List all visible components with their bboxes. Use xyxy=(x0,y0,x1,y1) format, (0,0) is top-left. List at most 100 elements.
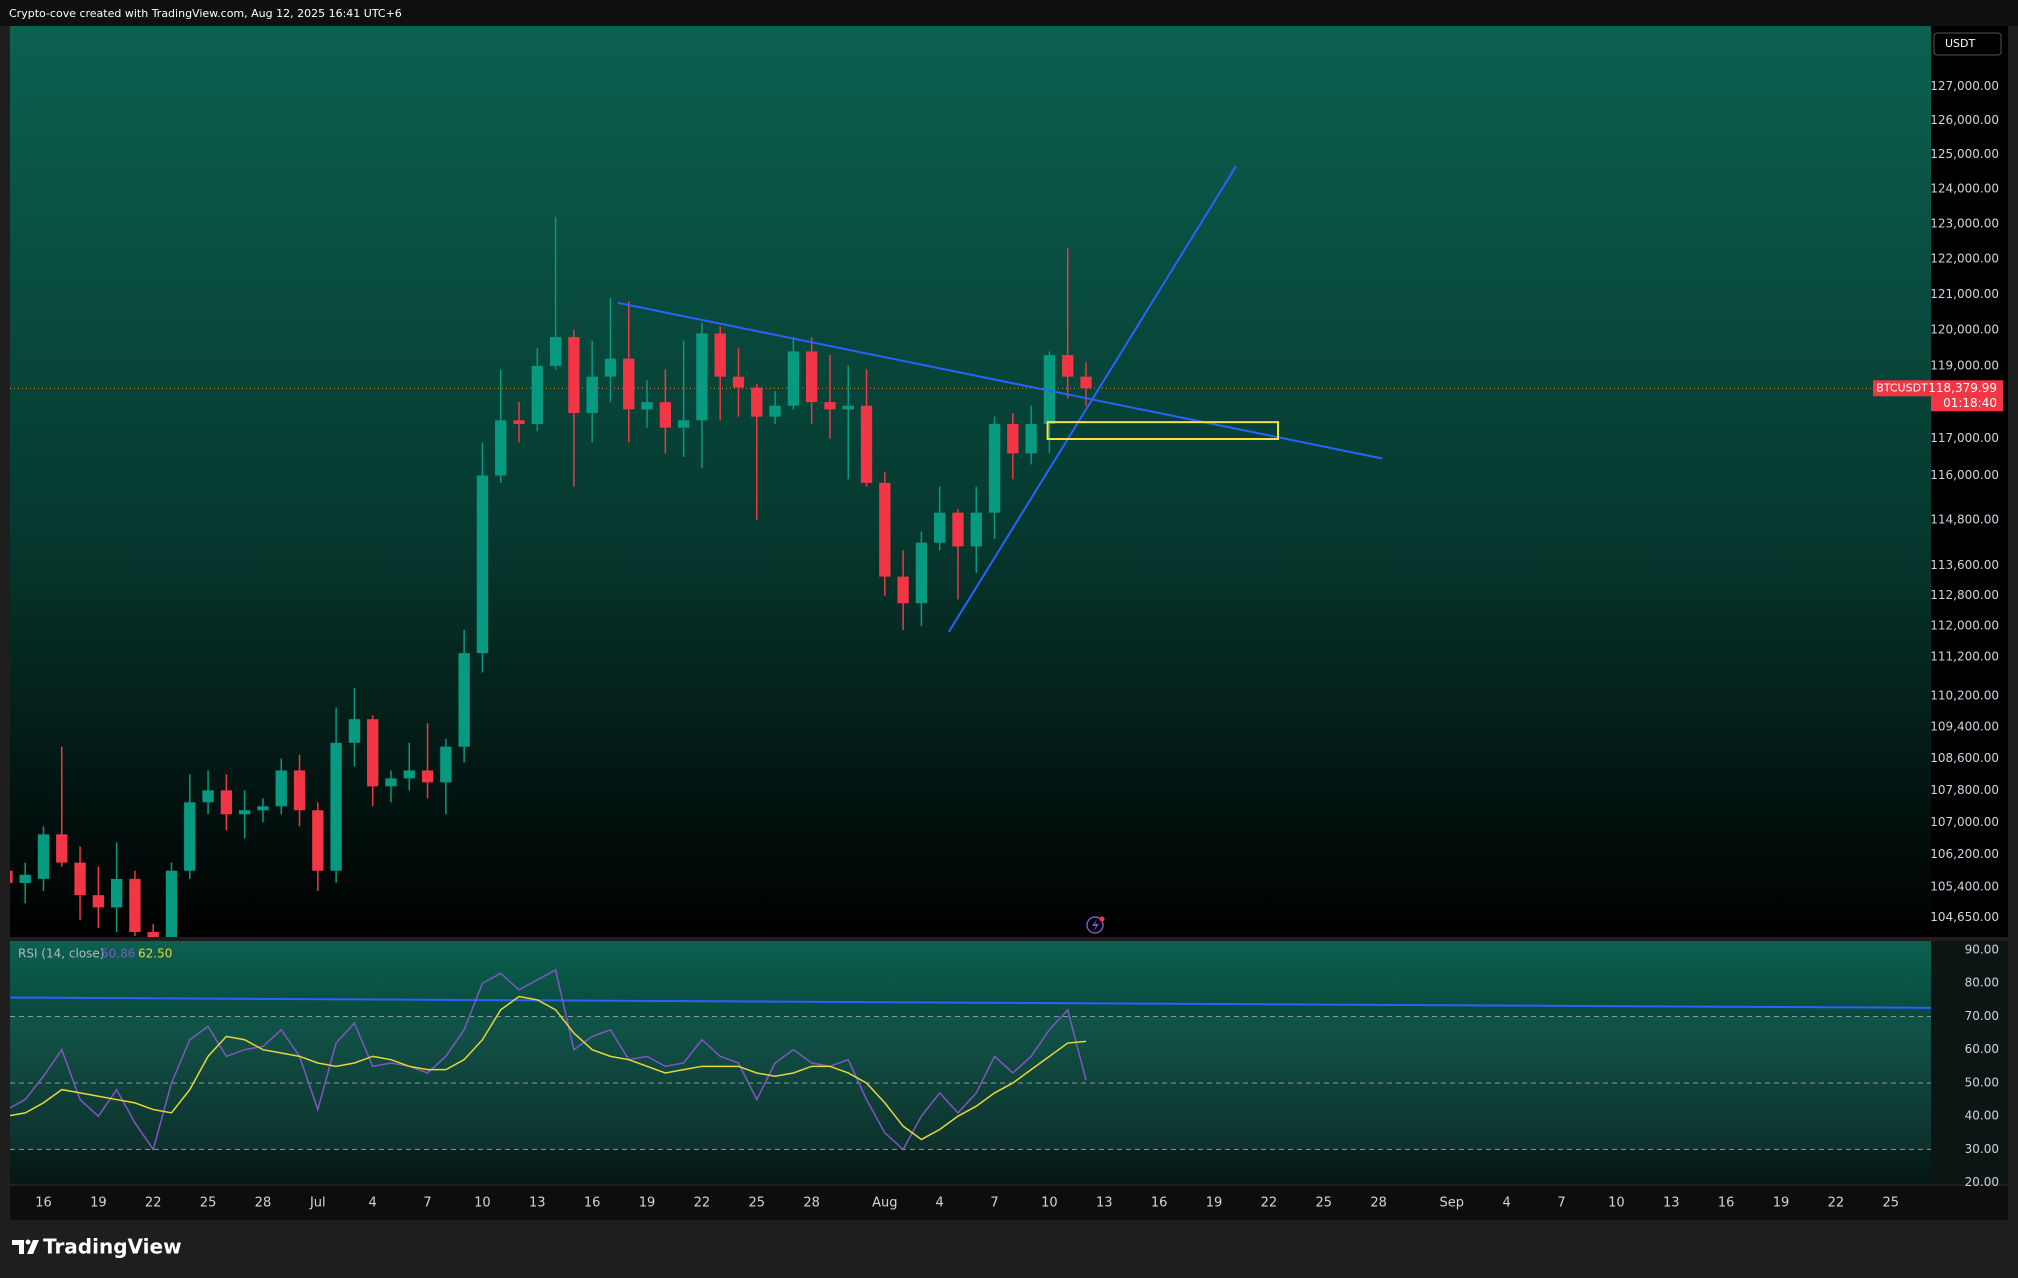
y-tick-label: 107,800.00 xyxy=(1930,783,1999,797)
candle-body xyxy=(110,878,123,908)
candle-body xyxy=(1025,423,1037,454)
candle-body xyxy=(824,402,836,410)
x-tick-label: 10 xyxy=(474,1196,491,1211)
y-tick-label: 124,000.00 xyxy=(1930,182,1999,196)
y-tick-label: 105,400.00 xyxy=(1930,880,1999,894)
candle-body xyxy=(348,719,361,743)
y-tick-label: 40.00 xyxy=(1965,1109,1999,1123)
candle-body xyxy=(623,358,635,410)
candle-body xyxy=(238,810,251,815)
candle-body xyxy=(1007,423,1019,454)
x-tick-label: 13 xyxy=(1096,1196,1113,1211)
x-tick-label: 28 xyxy=(1370,1196,1387,1211)
candle-body xyxy=(129,878,141,933)
price-label: 118,379.99 xyxy=(1928,381,1997,395)
candle-body xyxy=(531,365,543,424)
price-plot xyxy=(10,165,1931,937)
y-tick-label: 107,000.00 xyxy=(1930,815,1999,829)
y-tick-label: 60.00 xyxy=(1965,1042,1999,1056)
candle-body xyxy=(787,351,800,406)
currency-box[interactable] xyxy=(1933,32,2002,56)
trend-line xyxy=(947,165,1237,633)
x-tick-label: 19 xyxy=(1773,1196,1790,1211)
rsi-plot xyxy=(10,968,1931,1152)
trend-line xyxy=(10,996,1931,1009)
brand-logo xyxy=(12,1239,39,1254)
x-tick-label: 22 xyxy=(1261,1196,1278,1211)
candle-body xyxy=(860,405,873,483)
candle-body xyxy=(330,742,342,871)
y-tick-label: 112,800.00 xyxy=(1930,588,1999,602)
y-tick-label: 127,000.00 xyxy=(1930,79,1999,93)
rsi-value: 50.86 xyxy=(101,947,135,961)
y-tick-label: 109,400.00 xyxy=(1930,720,1999,734)
countdown-label: 01:18:40 xyxy=(1943,396,1997,410)
candle-body xyxy=(10,870,13,883)
y-tick-label: 106,200.00 xyxy=(1930,847,1999,861)
price-pane xyxy=(10,26,1931,937)
candle-body xyxy=(421,770,434,783)
symbol-label: BTCUSDT xyxy=(1876,381,1928,394)
candle-body xyxy=(696,333,708,421)
candle-body xyxy=(312,810,324,871)
rsi-line xyxy=(10,995,1087,1141)
x-tick-label: 7 xyxy=(990,1196,998,1211)
rsi-ma-value: 62.50 xyxy=(138,947,172,961)
x-tick-label: 10 xyxy=(1041,1196,1058,1211)
x-tick-label: 22 xyxy=(145,1196,162,1211)
alert-icon[interactable] xyxy=(1086,916,1104,934)
candle-body xyxy=(879,482,891,577)
y-tick-label: 117,000.00 xyxy=(1930,431,1999,445)
x-tick-label: Aug xyxy=(872,1196,897,1211)
y-tick-label: 123,000.00 xyxy=(1930,216,1999,230)
alert-dot xyxy=(1099,916,1105,922)
x-tick-label: 4 xyxy=(936,1196,944,1211)
candle-body xyxy=(568,337,580,414)
header-text: Crypto-cove created with TradingView.com… xyxy=(9,7,402,20)
y-tick-label: 30.00 xyxy=(1965,1142,1999,1156)
candle-body xyxy=(897,576,909,604)
candle-body xyxy=(641,402,653,410)
candle-body xyxy=(769,405,781,417)
candle-body xyxy=(74,862,86,896)
axes: 127,000.00 126,000.00 125,000.00 124,000.00… xyxy=(35,79,2003,1211)
candle-body xyxy=(92,895,105,908)
rsi-axis xyxy=(1931,941,2008,1184)
x-tick-label: 7 xyxy=(423,1196,431,1211)
x-tick-label: 13 xyxy=(529,1196,546,1211)
x-tick-label: Jul xyxy=(309,1196,326,1211)
x-tick-label: 25 xyxy=(1882,1196,1899,1211)
x-tick-label: 4 xyxy=(1503,1196,1511,1211)
candle-body xyxy=(549,337,562,366)
x-tick-label: 25 xyxy=(1315,1196,1332,1211)
y-tick-label: 119,000.00 xyxy=(1930,358,1999,372)
x-tick-label: 28 xyxy=(803,1196,820,1211)
candle-body xyxy=(275,770,287,807)
candle-body xyxy=(440,746,452,783)
y-tick-label: 113,600.00 xyxy=(1930,558,1999,572)
y-tick-label: 50.00 xyxy=(1965,1075,1999,1089)
candle-body xyxy=(842,405,854,410)
candle-body xyxy=(970,512,982,547)
candle-body xyxy=(751,387,763,417)
price-tag xyxy=(1931,380,2003,412)
candle-body xyxy=(805,351,818,403)
candle-body xyxy=(293,770,306,811)
y-tick-label: 120,000.00 xyxy=(1930,322,1999,336)
zone-box xyxy=(1046,421,1280,440)
x-tick-label: 16 xyxy=(35,1196,52,1211)
candle-body xyxy=(714,333,726,377)
candle-body xyxy=(952,512,964,547)
candle-body xyxy=(988,423,1001,513)
y-tick-label: 70.00 xyxy=(1965,1009,1999,1023)
candle-body xyxy=(513,420,525,424)
candle-body xyxy=(1080,376,1092,389)
candle-body xyxy=(1043,355,1056,424)
y-tick-label: 126,000.00 xyxy=(1930,113,1999,127)
x-tick-label: 25 xyxy=(749,1196,766,1211)
x-tick-label: 4 xyxy=(369,1196,377,1211)
candle-body xyxy=(1062,355,1074,377)
candle-body xyxy=(184,802,196,871)
candle-body xyxy=(202,790,214,803)
